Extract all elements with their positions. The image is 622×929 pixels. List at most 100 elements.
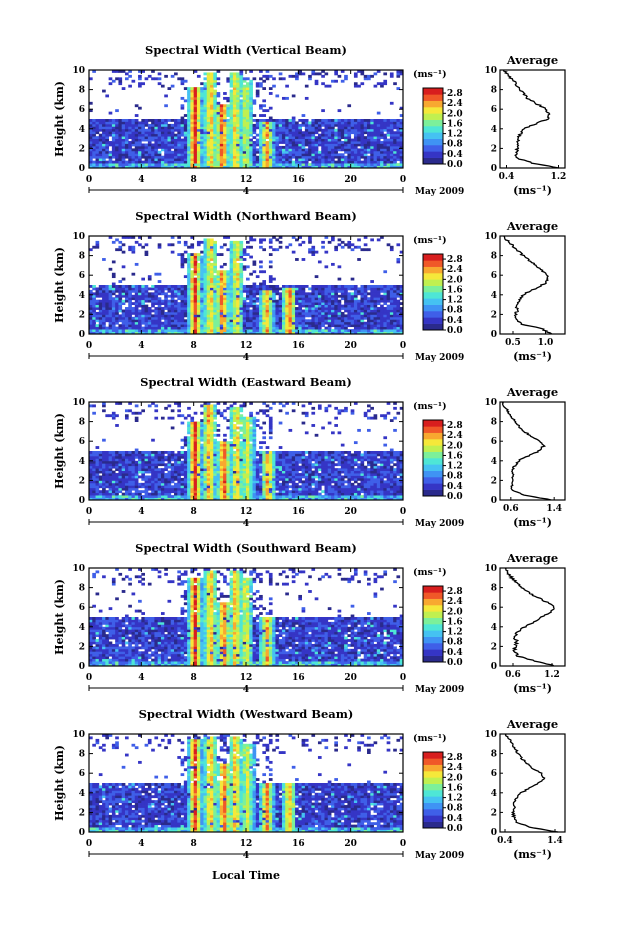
heatmap-cell	[236, 309, 240, 313]
heatmap-cell	[98, 133, 103, 137]
heatmap-cell	[131, 324, 136, 328]
heatmap-cell	[134, 119, 139, 122]
heatmap-cell	[111, 299, 116, 303]
heatmap-cell	[229, 289, 234, 293]
heatmap-cell	[337, 326, 342, 330]
heatmap-cell	[138, 160, 142, 164]
heatmap-cell	[206, 104, 211, 108]
heatmap-cell	[311, 307, 316, 310]
heatmap-cell	[353, 138, 358, 142]
heatmap-cell	[344, 74, 348, 78]
heatmap-cell	[154, 141, 159, 144]
heatmap-cell	[219, 131, 224, 135]
heatmap-cell	[249, 116, 253, 120]
heatmap-cell	[118, 470, 123, 474]
heatmap-cell	[229, 74, 234, 78]
heatmap-cell	[324, 292, 329, 296]
heatmap-cell	[219, 314, 224, 318]
heatmap-cell	[386, 123, 391, 127]
heatmap-cell	[252, 101, 257, 105]
heatmap-cell	[223, 165, 227, 169]
heatmap-cell	[131, 123, 136, 127]
heatmap-cell	[393, 307, 397, 310]
heatmap-cell	[301, 160, 306, 164]
heatmap-cell	[350, 324, 355, 328]
heatmap-cell	[210, 153, 214, 157]
heatmap-cell	[291, 292, 296, 296]
heatmap-cell	[164, 319, 168, 323]
heatmap-cell	[177, 324, 181, 328]
heatmap-cell	[236, 253, 240, 256]
heatmap-cell	[246, 319, 250, 323]
heatmap-cell	[141, 309, 145, 313]
heatmap-cell	[131, 133, 136, 137]
heatmap-cell	[92, 163, 96, 166]
heatmap-cell	[252, 331, 257, 335]
heatmap-cell	[229, 329, 234, 332]
heatmap-cell	[272, 292, 276, 296]
heatmap-cell	[232, 123, 237, 127]
heatmap-cell	[180, 299, 185, 303]
heatmap-cell	[232, 324, 237, 328]
heatmap-cell	[95, 302, 100, 305]
heatmap-cell	[177, 289, 181, 293]
heatmap-cell	[144, 299, 149, 303]
heatmap-cell	[210, 321, 214, 325]
heatmap-cell	[324, 236, 329, 239]
heatmap-cell	[144, 158, 149, 162]
heatmap-cell	[370, 143, 374, 147]
heatmap-cell	[95, 243, 100, 247]
heatmap-cell	[239, 94, 244, 98]
heatmap-cell	[98, 304, 103, 308]
heatmap-cell	[213, 119, 217, 122]
heatmap-cell	[252, 314, 257, 318]
heatmap-cell	[151, 321, 155, 325]
heatmap-cell	[337, 153, 342, 157]
y-tick-label: 2	[79, 310, 85, 320]
heatmap-cell	[327, 131, 332, 135]
heatmap-cell	[308, 331, 312, 335]
heatmap-cell	[92, 299, 96, 303]
heatmap-cell	[154, 311, 159, 315]
heatmap-cell	[321, 160, 325, 164]
heatmap-cell	[164, 165, 168, 169]
heatmap-cell	[363, 131, 368, 135]
heatmap-cell	[265, 143, 270, 147]
heatmap-cell	[216, 143, 221, 147]
heatmap-cell	[350, 294, 355, 298]
heatmap-cell	[275, 248, 280, 252]
heatmap-cell	[180, 165, 185, 169]
heatmap-cell	[304, 141, 309, 144]
heatmap-cell	[108, 131, 113, 135]
heatmap-cell	[216, 158, 221, 162]
heatmap-cell	[288, 321, 293, 325]
heatmap-cell	[357, 70, 361, 73]
heatmap-cell	[118, 329, 123, 332]
heatmap-cell	[314, 304, 319, 308]
heatmap-cell	[229, 160, 234, 164]
heatmap-cell	[115, 141, 119, 144]
heatmap-cell	[89, 453, 93, 457]
heatmap-cell	[265, 150, 270, 154]
heatmap-cell	[393, 314, 397, 318]
heatmap-cell	[295, 138, 299, 142]
heatmap-cell	[229, 126, 234, 130]
heatmap-cell	[206, 285, 211, 288]
heatmap-cell	[92, 155, 96, 159]
heatmap-cell	[124, 121, 129, 125]
heatmap-cell	[131, 126, 136, 130]
heatmap-cell	[249, 287, 253, 291]
heatmap-cell	[383, 126, 388, 130]
heatmap-cell	[95, 307, 100, 310]
heatmap-cell	[95, 468, 100, 471]
heatmap-cell	[115, 163, 119, 166]
heatmap-cell	[350, 165, 355, 169]
heatmap-cell	[115, 119, 119, 122]
heatmap-cell	[200, 121, 204, 125]
heatmap-cell	[187, 255, 191, 259]
heatmap-cell	[213, 121, 217, 125]
heatmap-cell	[281, 307, 286, 310]
heatmap-cell	[121, 250, 126, 254]
heatmap-cell	[157, 82, 162, 86]
heatmap-cell	[367, 307, 371, 310]
